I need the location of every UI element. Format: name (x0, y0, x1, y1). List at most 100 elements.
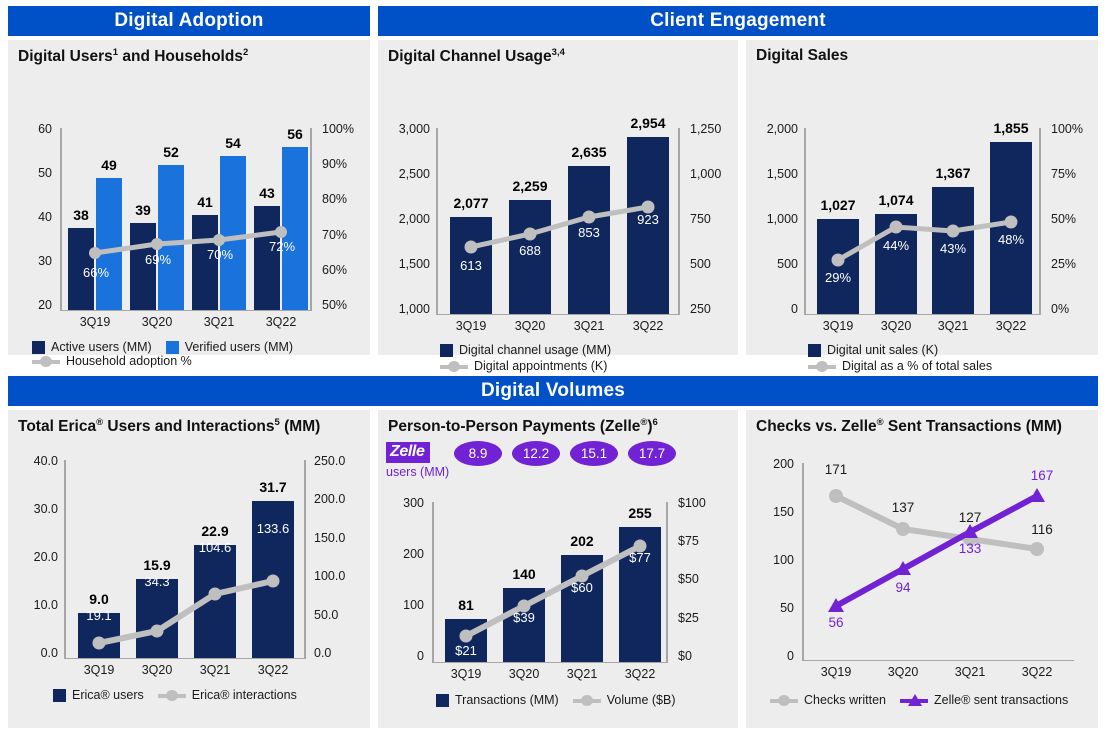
registered-mark: ® (876, 417, 884, 428)
panel-title-digital-channel-usage: Digital Channel Usage3,4 (378, 40, 738, 66)
x-axis-label: 3Q22 (632, 319, 664, 333)
zelle-users-pill: 12.2 (512, 441, 560, 466)
footnote-marker: 3,4 (551, 47, 565, 58)
line-value-label: 48% (997, 232, 1025, 247)
legend-swatch-blue-icon (165, 340, 179, 354)
legend-label: Active users (MM) (51, 340, 152, 354)
bar-value-label: 22.9 (201, 523, 229, 539)
household-adoption-line (89, 226, 287, 259)
bar-value-label: 43 (259, 185, 275, 201)
x-axis-label: 3Q22 (995, 319, 1027, 333)
line-value-label: 613 (460, 258, 482, 273)
y-axis-tick-right: $75 (678, 534, 699, 548)
title-text: Checks vs. Zelle (756, 418, 877, 436)
y-axis-tick: 20 (38, 298, 52, 312)
y-axis-tick-right: 75% (1051, 167, 1077, 181)
axis-line-left (804, 128, 806, 314)
panel-title-erica: Total Erica® Users and Interactions5 (MM… (8, 410, 370, 436)
legend-item-verified-users: Verified users (MM) (165, 340, 293, 354)
y-axis-tick-right: 50% (322, 298, 348, 312)
y-axis-tick-right: 150.0 (314, 531, 346, 545)
bar-value-label: 31.7 (259, 479, 287, 495)
axis-line-left (60, 128, 62, 310)
line-value-label: 44% (882, 238, 910, 253)
y-axis-tick-right: 0% (1051, 302, 1070, 316)
title-text-end: Sent Transactions (MM) (883, 418, 1062, 436)
x-axis-label: 3Q22 (257, 663, 289, 677)
legend-p2p: Transactions (MM) Volume ($B) (436, 693, 736, 707)
axis-line-right (304, 460, 306, 658)
y-axis-tick: 10.0 (33, 598, 58, 612)
bar-digital-channel-usage (450, 217, 492, 314)
legend-digital-channel-usage: Digital channel usage (MM) Digital appoi… (440, 343, 730, 373)
bar-value-label: 81 (458, 597, 474, 613)
bar-active-users (130, 223, 156, 310)
bar-verified-users (220, 156, 246, 310)
zelle-sent-value-label: 56 (828, 615, 844, 630)
legend-swatch-navy-icon (32, 340, 45, 354)
line-value-label: 66% (82, 265, 110, 280)
y-axis-tick-right: 25% (1051, 257, 1077, 271)
line-value-label: 43% (939, 241, 967, 256)
y-axis-tick: 200 (773, 457, 794, 471)
x-axis-label: 3Q22 (1021, 665, 1053, 679)
legend-label: Zelle® sent transactions (933, 693, 1069, 707)
x-axis-label: 3Q21 (937, 319, 969, 333)
checks-value-label: 137 (891, 500, 915, 515)
bar-digital-channel-usage (509, 200, 551, 314)
y-axis-tick: 1,000 (766, 212, 798, 226)
x-axis-label: 3Q20 (508, 667, 540, 681)
zelle-users-pill: 15.1 (570, 441, 618, 466)
y-axis-tick-right: 100% (1051, 122, 1083, 136)
y-axis-tick-right: 50% (1051, 212, 1077, 226)
axis-line-right (1039, 128, 1041, 314)
axis-line-bottom (436, 314, 680, 315)
y-axis-tick: 100 (403, 598, 424, 612)
panel-title-p2p-zelle: Person-to-Person Payments (Zelle®)6 (378, 410, 738, 436)
y-axis-tick-right: 80% (322, 192, 348, 206)
axis-line-left (436, 128, 438, 314)
bar-value-label: 49 (101, 157, 117, 173)
registered-mark: ® (96, 417, 104, 428)
legend-label: Household adoption % (66, 354, 192, 368)
y-axis-tick-right: 100% (322, 122, 354, 136)
line-value-label: 69% (144, 252, 172, 267)
footnote-marker-2: 2 (242, 47, 249, 58)
axis-line-bottom (802, 660, 1074, 661)
line-value-label: 133.6 (256, 521, 290, 536)
title-text: Digital Channel Usage (388, 48, 552, 66)
legend-line-marker-icon (770, 694, 798, 706)
bar-digital-channel-usage (627, 137, 669, 314)
y-axis-tick: 30.0 (33, 502, 58, 516)
legend-label: Checks written (804, 693, 886, 707)
y-axis-tick-right: 250.0 (314, 454, 346, 468)
line-value-label: $21 (455, 643, 477, 658)
legend-item-erica-users: Erica® users (53, 688, 144, 702)
legend-item-erica-interactions: Erica® interactions (157, 688, 297, 702)
bar-active-users (192, 215, 218, 310)
bar-active-users (254, 206, 280, 310)
y-axis-tick: 0 (787, 649, 794, 663)
y-axis-tick: 150 (773, 505, 794, 519)
title-text: Person-to-Person Payments (Zelle (388, 418, 641, 436)
footnote-marker-1: 1 (112, 47, 119, 58)
y-axis-tick-right: 1,250 (690, 122, 722, 136)
legend-item-zelle-sent-transactions: Zelle® sent transactions (899, 693, 1069, 707)
y-axis-tick: 40 (38, 210, 52, 224)
bar-erica-users (136, 579, 178, 658)
axis-line-bottom (64, 658, 306, 659)
panel-checks-vs-zelle: Checks vs. Zelle® Sent Transactions (MM)… (746, 410, 1098, 728)
bar-verified-users (282, 147, 308, 310)
x-axis-label: 3Q21 (203, 315, 235, 329)
bar-value-label: 1,855 (993, 120, 1029, 136)
y-axis-tick: 40.0 (33, 454, 58, 468)
zelle-users-pill: 8.9 (454, 441, 502, 466)
bar-value-label: 56 (287, 126, 303, 142)
zelle-users-pill: 17.7 (628, 441, 676, 466)
x-axis-label: 3Q19 (822, 319, 854, 333)
line-value-label: 34.3 (144, 574, 170, 589)
y-axis-tick: 2,000 (398, 212, 430, 226)
legend-label: Erica® interactions (191, 688, 297, 702)
y-axis-tick: 2,000 (766, 122, 798, 136)
panel-title-digital-users: Digital Users1 and Households2 (8, 40, 370, 66)
